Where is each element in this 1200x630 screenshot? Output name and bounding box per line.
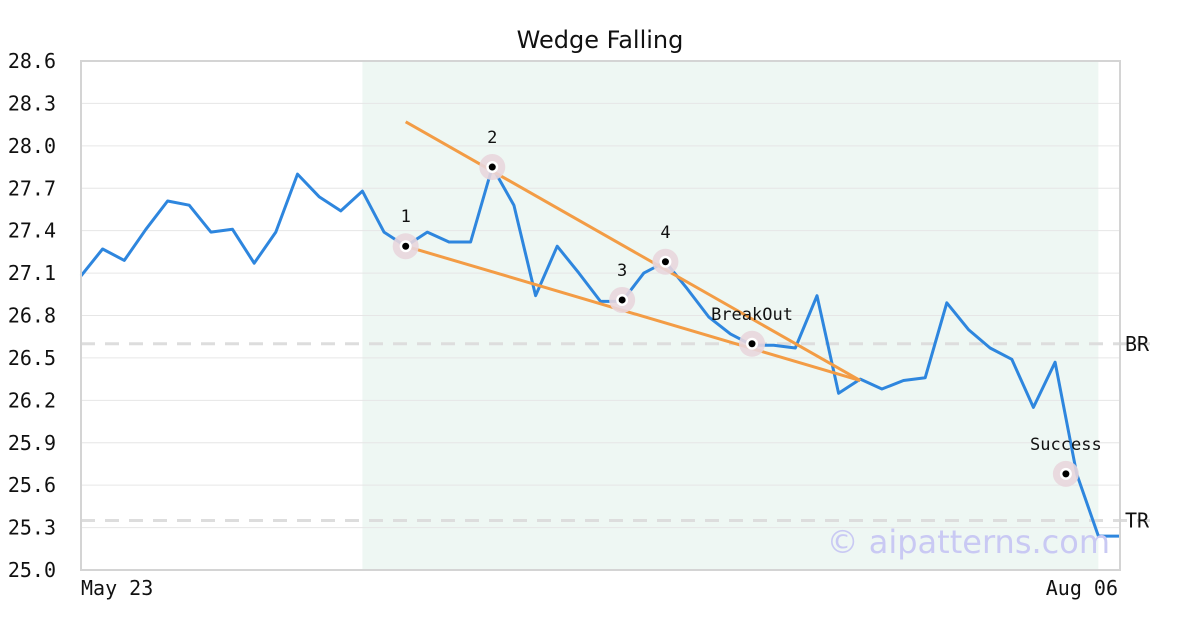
x-tick-label: May 23 (81, 576, 153, 600)
annotated-point (1062, 470, 1070, 478)
reference-line-label: BR (1125, 332, 1150, 356)
y-tick-label: 27.7 (8, 176, 56, 200)
y-tick-label: 26.2 (8, 388, 56, 412)
point-label: Success (1030, 435, 1102, 455)
plot-frame (80, 60, 1121, 571)
y-tick-label: 25.3 (8, 516, 56, 540)
chart-title: Wedge Falling (517, 26, 684, 54)
x-tick-label: Aug 06 (1046, 576, 1118, 600)
y-tick-label: 28.0 (8, 134, 56, 158)
point-label: 2 (487, 128, 497, 148)
y-tick-label: 26.8 (8, 304, 56, 328)
y-tick-label: 25.6 (8, 473, 56, 497)
y-tick-label: 28.6 (8, 49, 56, 73)
y-tick-label: 27.4 (8, 219, 56, 243)
y-tick-label: 25.0 (8, 558, 56, 582)
point-label: BreakOut (711, 305, 793, 325)
y-tick-label: 28.3 (8, 91, 56, 115)
y-tick-label: 26.5 (8, 346, 56, 370)
y-tick-label: 25.9 (8, 431, 56, 455)
annotated-point (618, 296, 626, 304)
point-label: 3 (617, 261, 627, 281)
y-tick-label: 27.1 (8, 261, 56, 285)
price-series-line (79, 165, 1120, 538)
watermark: © aipatterns.com (827, 523, 1110, 561)
annotated-point (488, 163, 496, 171)
annotated-point (402, 242, 410, 250)
annotated-point (661, 258, 669, 266)
trendline (405, 244, 861, 382)
annotated-point (748, 340, 756, 348)
reference-line-label: TR (1125, 509, 1150, 533)
point-label: 4 (660, 223, 670, 243)
point-label: 1 (401, 207, 411, 227)
